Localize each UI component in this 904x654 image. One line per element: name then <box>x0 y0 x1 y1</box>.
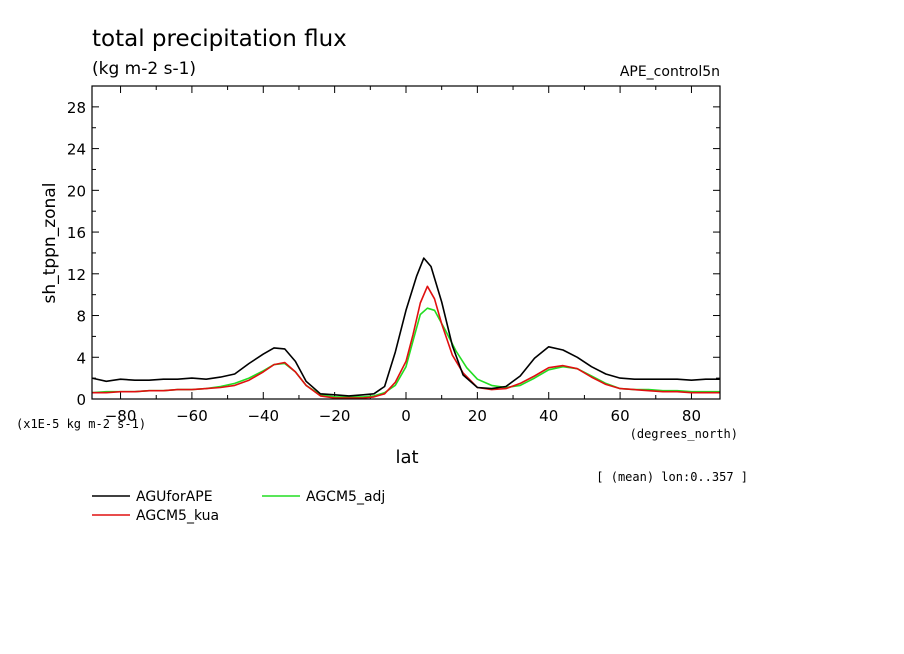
chart-units: (kg m-2 s-1) <box>92 59 196 79</box>
series-line-aguforape <box>91 257 720 397</box>
x-tick-label: −40 <box>247 407 279 425</box>
x-axis-label: lat <box>395 447 418 468</box>
plot-area: 0 4 8 12 16 20 24 28 −80 −60 −40 −20 0 20 40 60 80 <box>67 85 720 425</box>
x-tick-label: −20 <box>319 407 351 425</box>
y-tick-label: 16 <box>67 224 86 242</box>
y-axis-label: sh_tppn_zonal <box>40 183 60 304</box>
experiment-label: APE_control5n <box>620 64 720 80</box>
x-tick-label: −80 <box>105 407 137 425</box>
x-tick-label: 80 <box>682 407 701 425</box>
plot-frame <box>91 85 721 400</box>
y-tick-label: 4 <box>76 349 86 367</box>
y-tick-label: 20 <box>67 182 86 200</box>
y-tick-label: 8 <box>76 308 86 326</box>
x-tick-label: 40 <box>539 407 558 425</box>
x-units-label: (degrees_north) <box>630 427 738 441</box>
legend-label-agufor-ape: AGUforAPE <box>136 489 213 505</box>
x-tick-label: 60 <box>611 407 630 425</box>
legend-label-agcm5-adj: AGCM5_adj <box>306 489 385 505</box>
x-tick-label: −60 <box>176 407 208 425</box>
x-tick-label: 0 <box>401 407 411 425</box>
series-line-agcm5-kua <box>92 285 720 399</box>
y-tick-label: 12 <box>67 266 86 284</box>
y-tick-label: 28 <box>67 99 86 117</box>
legend: AGUforAPE AGCM5_kua AGCM5_adj <box>92 489 385 524</box>
legend-label-agcm5-kua: AGCM5_kua <box>136 508 219 524</box>
averaging-note: [ (mean) lon:0..357 ] <box>596 470 748 484</box>
y-tick-label: 0 <box>76 391 86 409</box>
y-scale-label: (x1E-5 kg m-2 s-1) <box>16 417 146 431</box>
x-tick-label: 20 <box>468 407 487 425</box>
y-tick-label: 24 <box>67 141 86 159</box>
chart-title: total precipitation flux <box>92 26 347 52</box>
